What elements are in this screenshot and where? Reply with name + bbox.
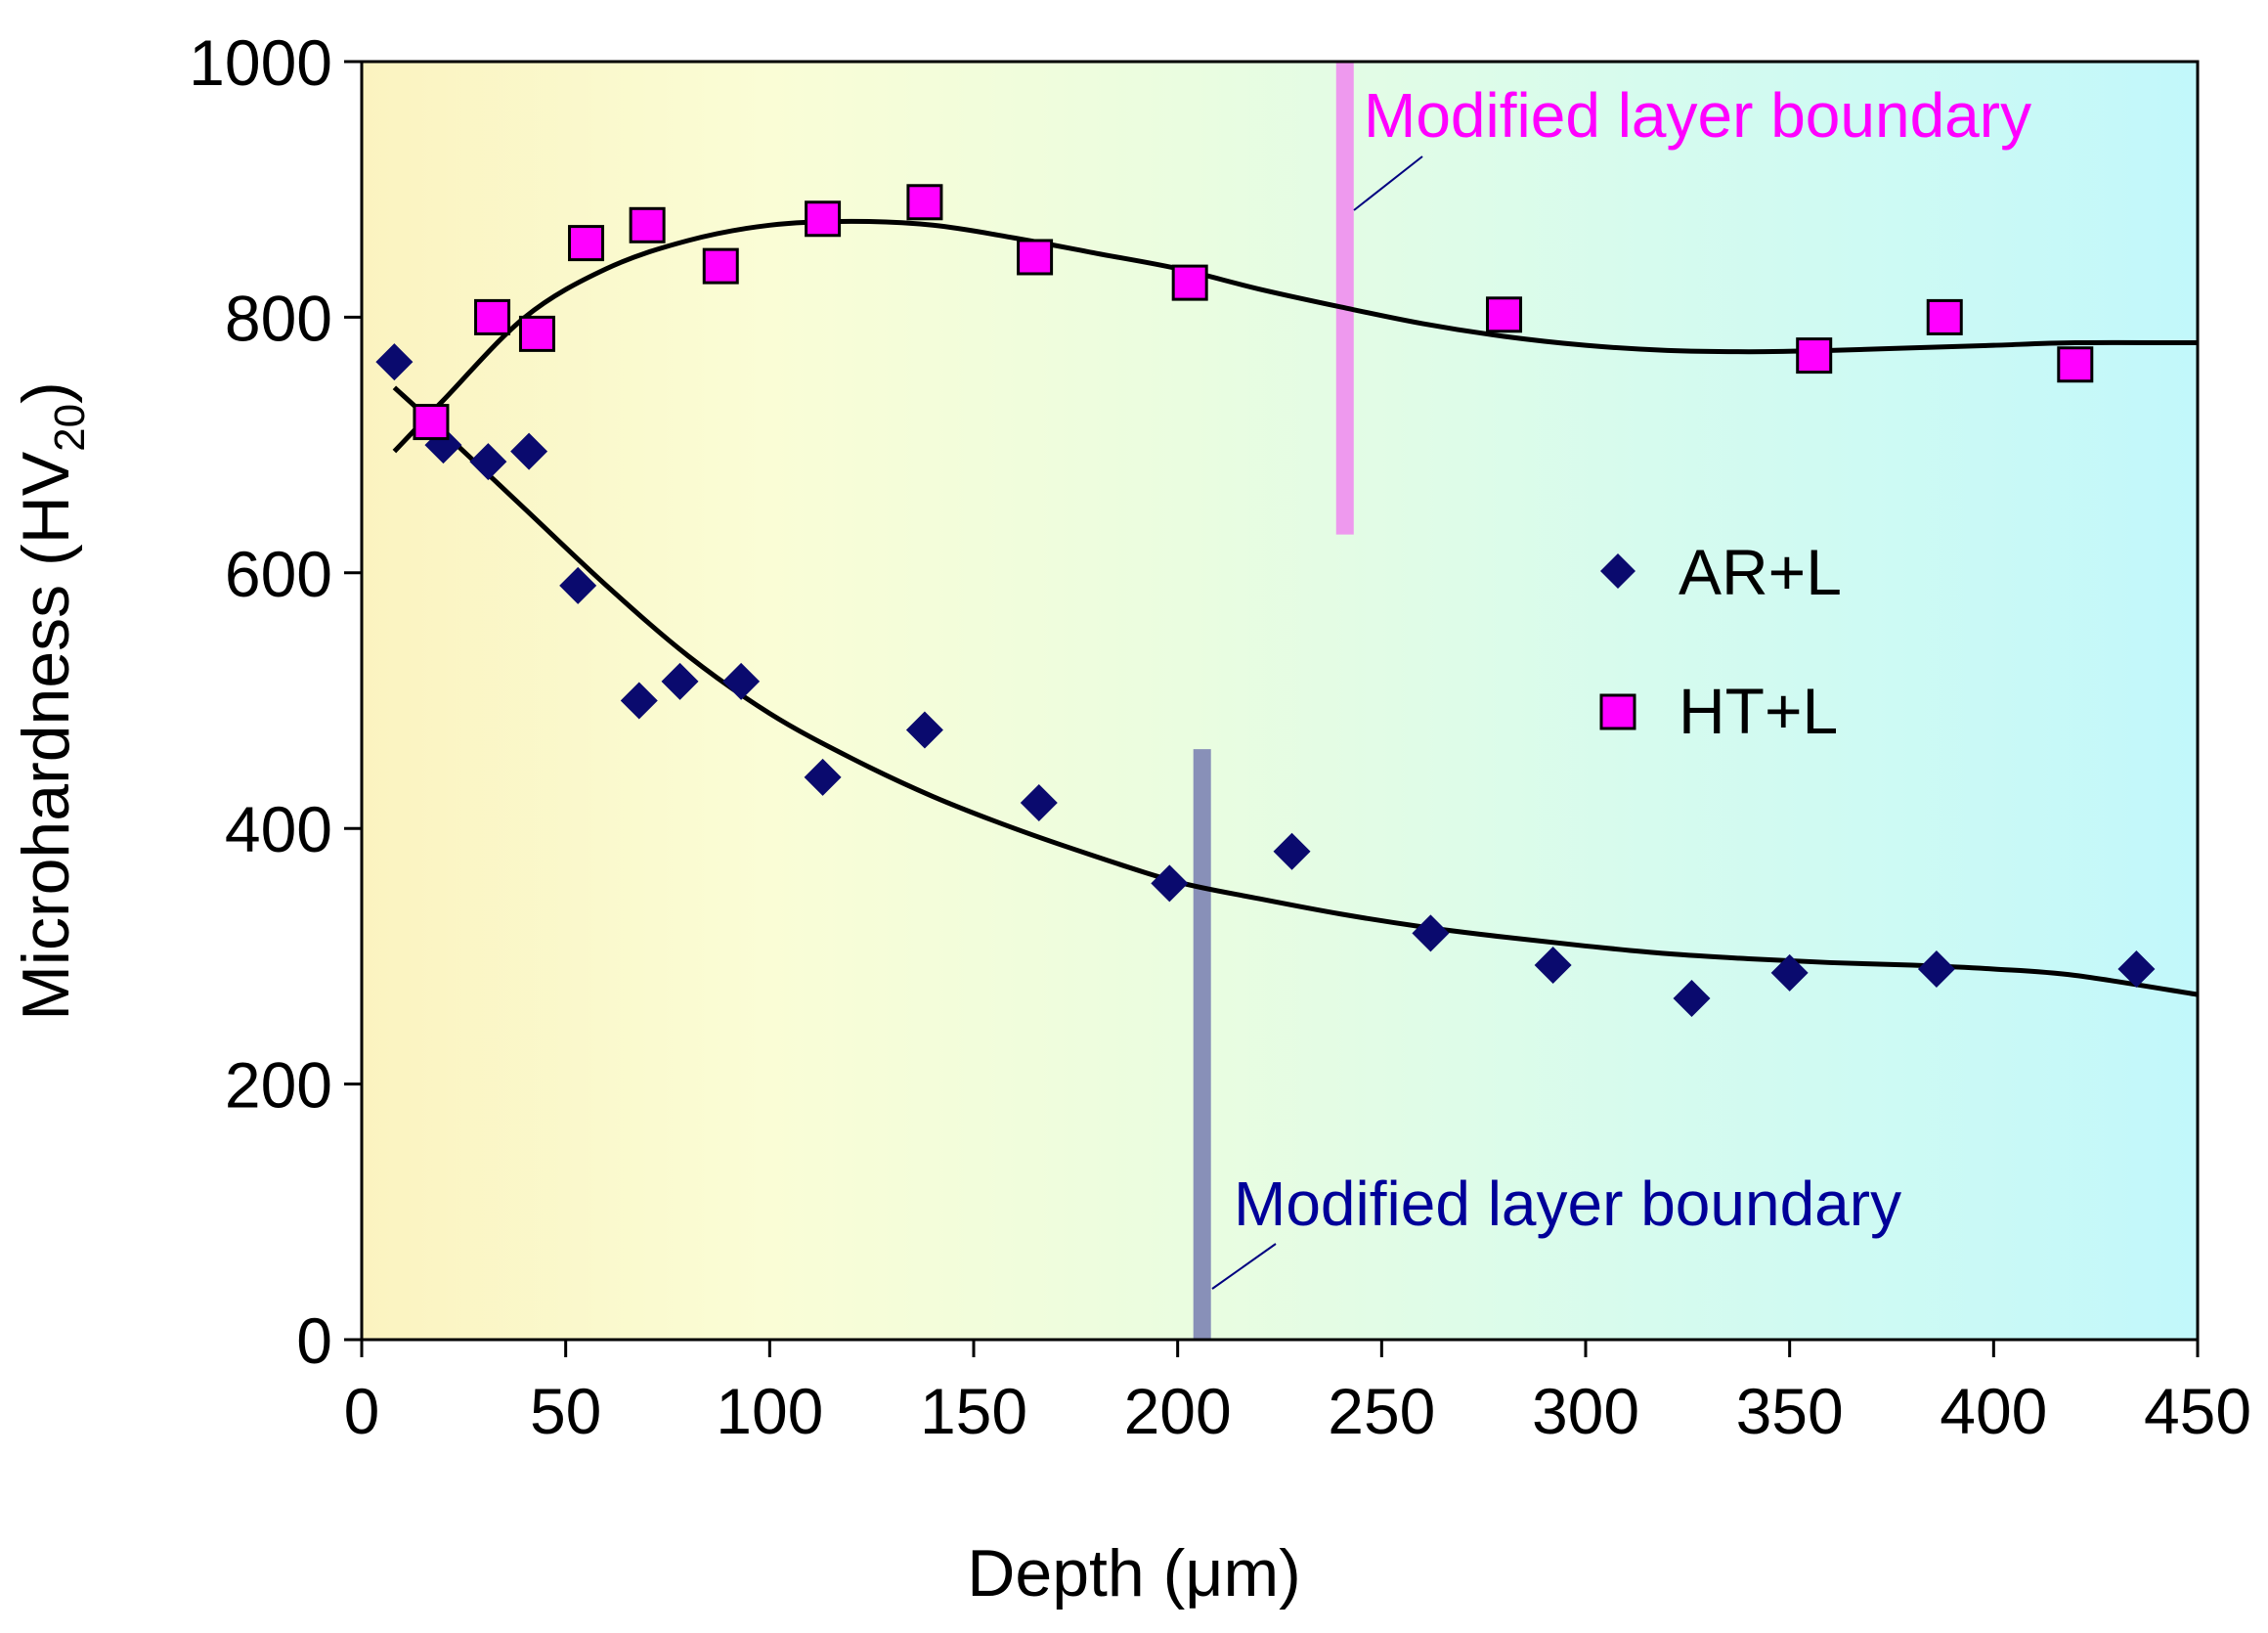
point-ar-l [510, 432, 548, 470]
y-axis-title-close: ) [9, 381, 83, 404]
point-ar-l [1534, 947, 1572, 985]
y-tick-label: 200 [225, 1049, 332, 1122]
data-points [375, 184, 2156, 1018]
point-ar-l [2117, 949, 2156, 988]
plot-frame [360, 60, 2200, 1342]
y-axis-title-main: Microhardness (HV [9, 451, 83, 1021]
point-ht-l [1926, 298, 1963, 335]
x-tick-label: 450 [2144, 1375, 2251, 1447]
x-tick-label: 200 [1124, 1375, 1232, 1447]
point-ht-l [906, 184, 943, 221]
point-ht-l [1796, 337, 1833, 375]
y-axis-title: Microhardness (HV20) [9, 381, 94, 1021]
y-axis-title-subscript: 20 [46, 404, 94, 452]
x-tick-label: 300 [1532, 1375, 1639, 1447]
point-ar-l [469, 443, 507, 481]
point-ht-l [629, 206, 666, 243]
boundary-label-ar: Modified layer boundary [1234, 1169, 1901, 1239]
x-axis-title: Depth (μm) [967, 1536, 1300, 1611]
x-tick-label: 400 [1940, 1375, 2047, 1447]
y-tick-label: 400 [225, 793, 332, 865]
point-ar-l [1273, 832, 1311, 870]
point-ar-l [1020, 784, 1058, 822]
point-ar-l [1770, 953, 1809, 992]
boundary-lines [1193, 62, 1354, 1340]
point-ht-l [1486, 296, 1523, 333]
axes: 0 50 100 150 200 250 300 350 400 450 0 200 400 600 800… [189, 26, 2251, 1447]
legend-marker-ht [1599, 693, 1636, 730]
x-tick-label: 100 [716, 1375, 823, 1447]
y-tick-label: 600 [225, 538, 332, 610]
point-ht-l [474, 298, 511, 335]
fit-curves [392, 218, 2199, 997]
x-tick-label: 150 [920, 1375, 1027, 1447]
x-tick-label: 250 [1328, 1375, 1435, 1447]
plot-area [362, 62, 2198, 1340]
fit-curve-ht-l [392, 218, 2199, 454]
legend-marker-ar [1600, 553, 1636, 589]
point-ht-l [702, 247, 739, 285]
point-ht-l [1171, 264, 1208, 301]
point-ht-l [805, 200, 842, 238]
y-tick-label: 800 [225, 282, 332, 354]
x-tick-label: 0 [344, 1375, 380, 1447]
point-ar-l [1917, 949, 1955, 988]
legend-label-ht: HT+L [1679, 675, 1838, 747]
y-tick-label: 0 [296, 1304, 332, 1377]
point-ar-l [1412, 914, 1450, 952]
boundary-leader-ar [1211, 1243, 1277, 1290]
point-ar-l [1673, 980, 1711, 1018]
point-ht-l [518, 315, 555, 352]
fit-curve-ar-l [392, 385, 2199, 997]
point-ar-l [905, 711, 943, 749]
boundary-label-ht: Modified layer boundary [1364, 80, 2031, 151]
legend: AR+L HT+L [1599, 536, 1842, 747]
point-ar-l [1151, 864, 1189, 903]
point-ht-l [1017, 239, 1054, 276]
point-ar-l [661, 662, 699, 700]
boundary-leader-ht [1353, 155, 1423, 211]
point-ar-l [620, 682, 658, 720]
point-ar-l [375, 343, 414, 381]
point-ht-l [2057, 346, 2094, 383]
y-tick-label: 1000 [189, 26, 332, 99]
x-tick-label: 50 [530, 1375, 601, 1447]
x-tick-label: 350 [1736, 1375, 1844, 1447]
point-ar-l [559, 566, 597, 604]
legend-label-ar: AR+L [1679, 536, 1842, 608]
point-ar-l [722, 662, 761, 700]
point-ht-l [413, 404, 450, 441]
point-ar-l [804, 758, 842, 796]
point-ht-l [568, 225, 605, 262]
